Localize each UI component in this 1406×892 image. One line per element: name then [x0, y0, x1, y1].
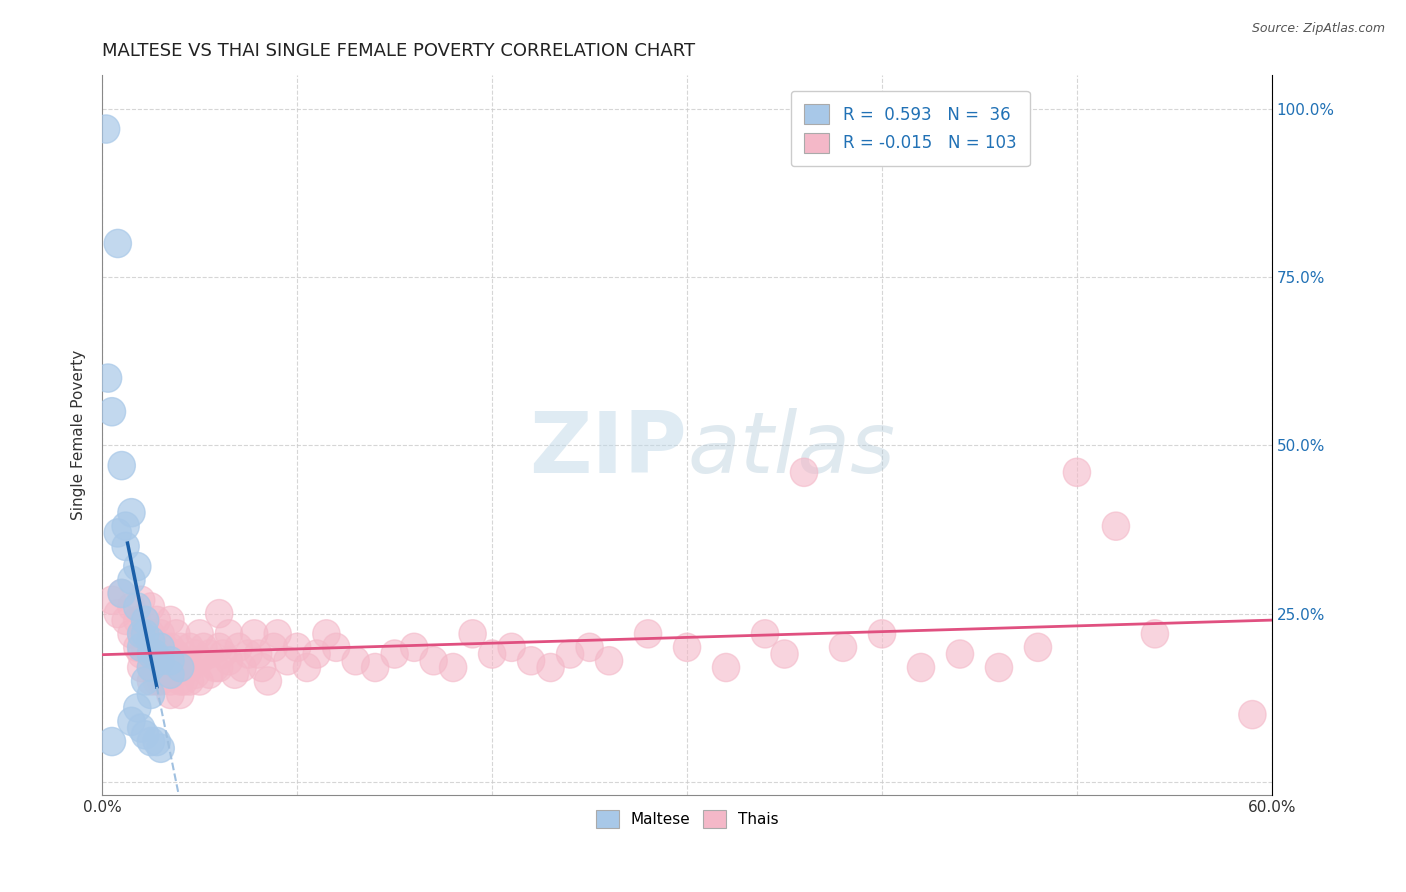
Text: Source: ZipAtlas.com: Source: ZipAtlas.com — [1251, 22, 1385, 36]
Text: atlas: atlas — [688, 409, 896, 491]
Text: ZIP: ZIP — [529, 409, 688, 491]
Text: MALTESE VS THAI SINGLE FEMALE POVERTY CORRELATION CHART: MALTESE VS THAI SINGLE FEMALE POVERTY CO… — [103, 42, 696, 60]
Legend: Maltese, Thais: Maltese, Thais — [589, 804, 785, 835]
Y-axis label: Single Female Poverty: Single Female Poverty — [72, 351, 86, 520]
